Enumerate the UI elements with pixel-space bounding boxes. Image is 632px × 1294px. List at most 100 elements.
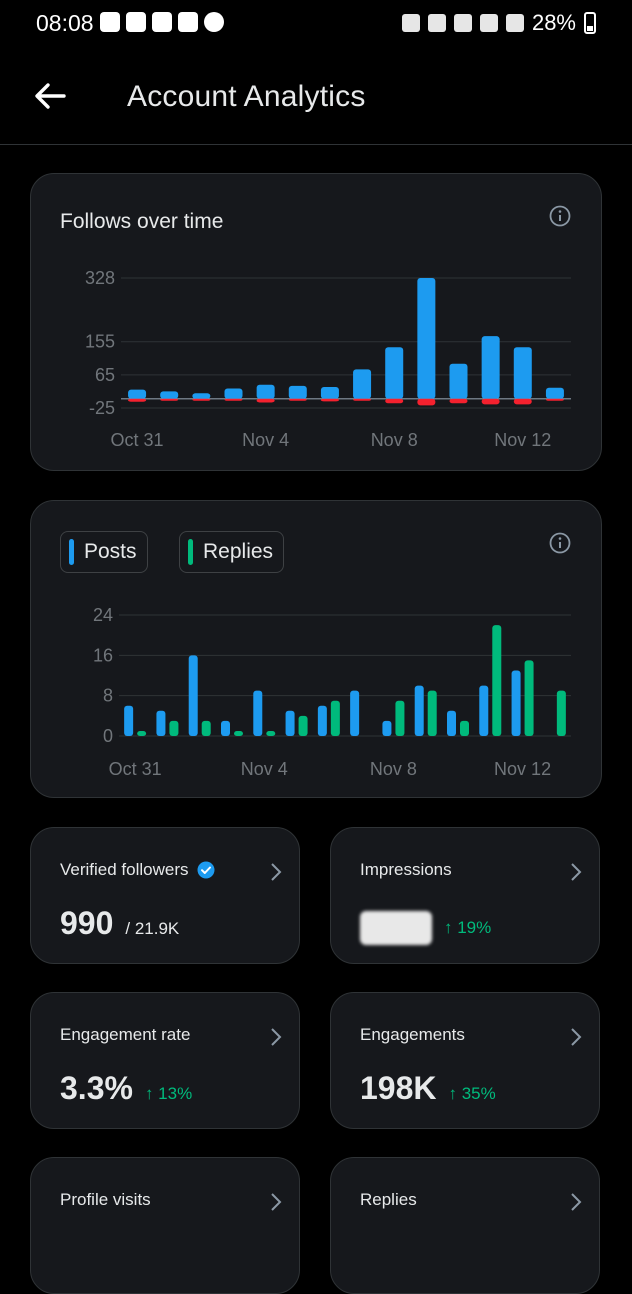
bar	[201, 720, 211, 736]
metric-change: ↑ 19%	[444, 918, 492, 937]
bar	[479, 685, 489, 736]
info-icon[interactable]	[549, 532, 571, 554]
metric-value-main: 198K	[360, 1070, 437, 1106]
bar	[285, 710, 295, 736]
legend-replies-label: Replies	[203, 540, 274, 563]
bar	[160, 391, 179, 399]
bar	[188, 655, 198, 736]
legend-posts[interactable]: Posts	[60, 531, 148, 573]
bar	[224, 388, 243, 399]
metric-label-text: Profile visits	[60, 1190, 151, 1209]
bar	[417, 278, 436, 399]
status-bar: 08:08 28%	[0, 0, 632, 48]
back-arrow-icon	[35, 83, 66, 109]
metric-label-text: Verified followers	[60, 860, 189, 879]
bar	[481, 398, 500, 405]
wifi-icon	[453, 14, 472, 32]
bar	[513, 347, 532, 399]
bar	[545, 387, 564, 399]
bar	[417, 398, 436, 406]
app-icon	[126, 12, 146, 32]
bar	[350, 690, 360, 736]
y-tick-label: 65	[95, 365, 115, 385]
metric-label-text: Engagements	[360, 1025, 465, 1044]
metric-card-impressions[interactable]: Impressions ↑ 19%	[330, 827, 600, 964]
y-tick-label: 155	[85, 332, 115, 352]
bar	[385, 347, 404, 399]
metric-label: Engagements	[360, 1025, 465, 1045]
metric-value: 198K ↑ 35%	[360, 1070, 496, 1107]
bar	[256, 398, 275, 403]
replies-swatch	[188, 539, 193, 565]
bar	[253, 690, 263, 736]
metric-value: 3.3% ↑ 13%	[60, 1070, 192, 1107]
y-tick-label: 24	[93, 605, 113, 625]
chevron-right-icon	[271, 1193, 282, 1211]
y-tick-label: 16	[93, 645, 113, 665]
legend-posts-label: Posts	[84, 540, 137, 563]
chevron-right-icon	[571, 1193, 582, 1211]
bar	[353, 398, 372, 401]
chevron-right-icon	[271, 1028, 282, 1046]
bar	[353, 369, 372, 399]
follows-chart-title: Follows over time	[60, 210, 224, 233]
x-tick-label: Nov 8	[371, 430, 418, 450]
x-tick-label: Oct 31	[109, 759, 162, 779]
x-tick-label: Nov 12	[494, 430, 551, 450]
posts-replies-chart: 0 8 16 24 Oct 31 Nov 4 Nov 8 Nov 12	[93, 605, 571, 779]
gallery-icon	[152, 12, 172, 32]
volte-icon	[479, 14, 498, 32]
app-header: Account Analytics	[0, 48, 632, 145]
bar	[492, 625, 502, 736]
metric-card-replies[interactable]: Replies	[330, 1157, 600, 1294]
bar	[288, 398, 307, 401]
x-tick-label: Nov 12	[494, 759, 551, 779]
bar	[447, 710, 456, 736]
x-tick-label: Nov 4	[241, 759, 288, 779]
bar	[385, 398, 404, 404]
mute-icon	[427, 14, 446, 32]
bar	[192, 393, 211, 399]
x-tick-label: Oct 31	[111, 430, 164, 450]
chevron-right-icon	[571, 1028, 582, 1046]
bar	[124, 705, 134, 736]
legend-replies[interactable]: Replies	[179, 531, 285, 573]
verified-badge-icon	[197, 861, 215, 879]
bar	[481, 336, 500, 399]
y-tick-label: 0	[103, 726, 113, 746]
notification-icons	[100, 12, 224, 32]
info-icon[interactable]	[549, 205, 571, 227]
metric-card-verified-followers[interactable]: Verified followers 990 / 21.9K	[30, 827, 300, 964]
bar	[449, 363, 468, 399]
bar	[460, 720, 469, 736]
posts-replies-chart-card: Posts Replies 0 8 16 24 Oct 31 Nov 4 Nov 8 Nov …	[30, 500, 602, 798]
bar	[556, 690, 566, 736]
metric-card-engagement-rate[interactable]: Engagement rate 3.3% ↑ 13%	[30, 992, 300, 1129]
redacted-value	[360, 911, 432, 945]
metric-label-text: Engagement rate	[60, 1025, 191, 1044]
battery-icon	[584, 12, 596, 34]
bar	[330, 700, 340, 736]
x-tick-label: Nov 4	[242, 430, 289, 450]
y-tick-label: 8	[103, 686, 113, 706]
metric-card-engagements[interactable]: Engagements 198K ↑ 35%	[330, 992, 600, 1129]
metric-change: ↑ 35%	[448, 1084, 496, 1103]
bar	[317, 705, 327, 736]
back-button[interactable]	[30, 78, 70, 114]
system-icons: 28%	[401, 10, 596, 36]
bar	[382, 720, 392, 736]
y-tick-label: 328	[85, 268, 115, 288]
metric-label: Profile visits	[60, 1190, 151, 1210]
chevron-right-icon	[271, 863, 282, 881]
metric-value: 990 / 21.9K	[60, 905, 179, 942]
page-title: Account Analytics	[127, 80, 366, 113]
status-time: 08:08	[36, 10, 94, 36]
bar	[288, 385, 307, 399]
bar	[320, 398, 339, 402]
bar	[545, 398, 564, 401]
youtube-icon	[100, 12, 120, 32]
metric-value-main: 3.3%	[60, 1070, 133, 1106]
y-tick-label: -25	[89, 398, 115, 418]
bar	[156, 710, 166, 736]
metric-card-profile-visits[interactable]: Profile visits	[30, 1157, 300, 1294]
